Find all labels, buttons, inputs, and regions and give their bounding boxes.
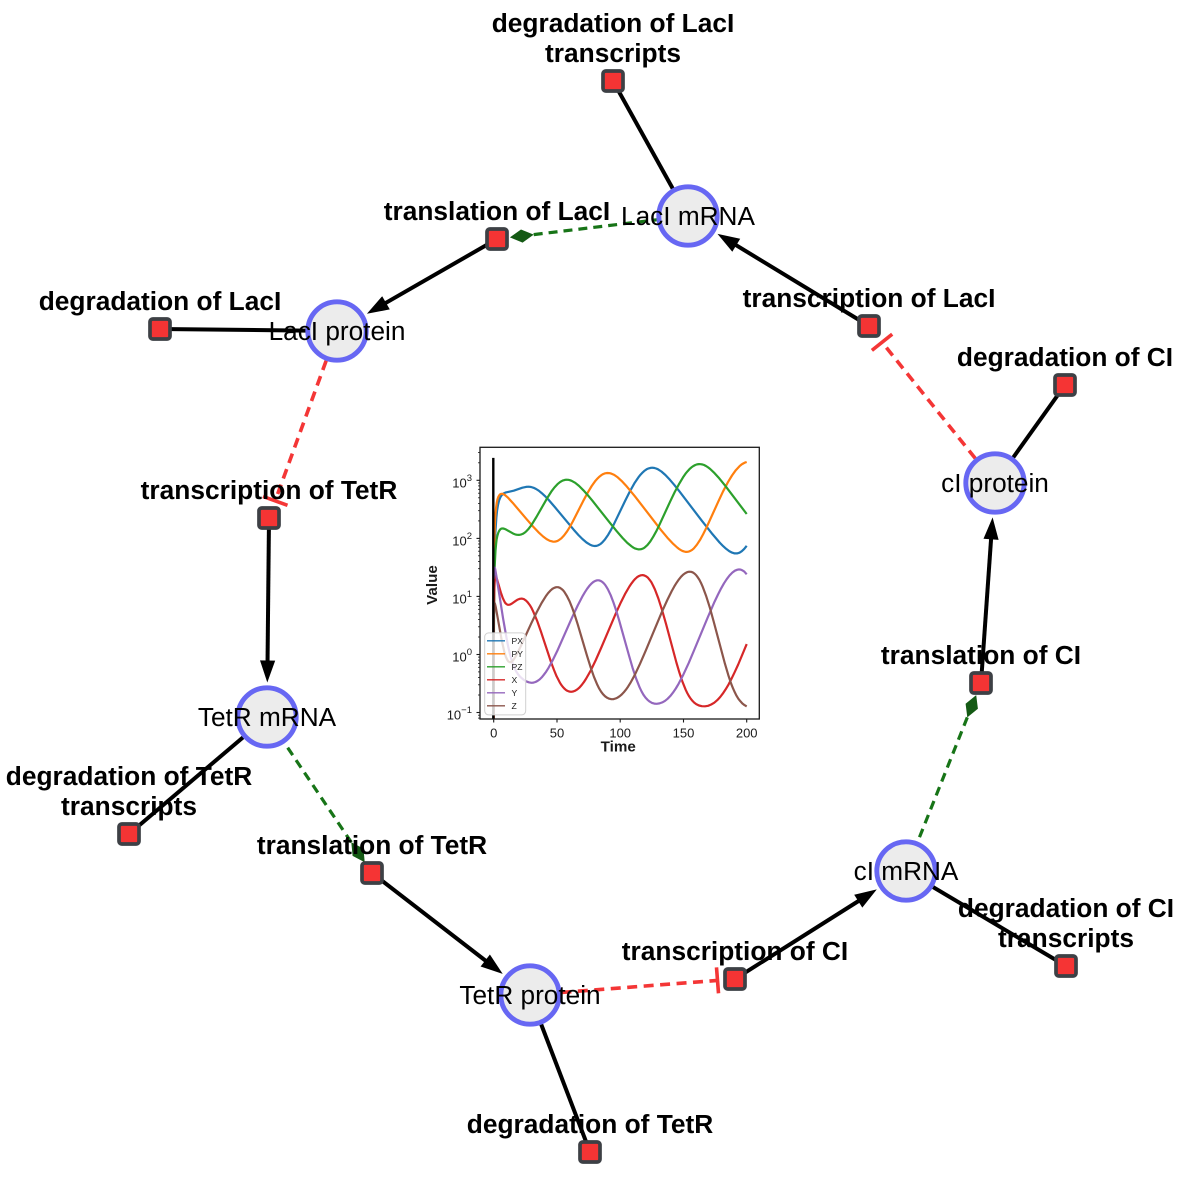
svg-text:PY: PY (512, 649, 524, 659)
svg-text:TetR mRNA: TetR mRNA (198, 702, 337, 732)
svg-text:translation of CI: translation of CI (881, 640, 1081, 670)
svg-text:Time: Time (601, 738, 636, 755)
svg-text:degradation of TetR: degradation of TetR (6, 761, 252, 791)
svg-text:degradation of CI: degradation of CI (958, 893, 1174, 923)
svg-text:translation of TetR: translation of TetR (257, 830, 487, 860)
svg-text:TetR protein: TetR protein (459, 980, 600, 1010)
svg-text:cI protein: cI protein (941, 468, 1049, 498)
svg-text:Z: Z (512, 701, 517, 711)
svg-text:LacI mRNA: LacI mRNA (621, 201, 755, 231)
svg-text:Value: Value (424, 565, 441, 605)
svg-text:transcripts: transcripts (61, 791, 197, 821)
svg-text:100: 100 (609, 725, 631, 740)
svg-text:degradation of CI: degradation of CI (957, 342, 1173, 372)
svg-text:transcription of CI: transcription of CI (622, 936, 848, 966)
svg-text:200: 200 (736, 725, 758, 740)
svg-text:X: X (512, 675, 518, 685)
svg-text:degradation of LacI: degradation of LacI (492, 8, 735, 38)
svg-text:50: 50 (550, 725, 564, 740)
svg-text:transcripts: transcripts (998, 923, 1134, 953)
svg-text:PX: PX (512, 636, 524, 646)
svg-text:cI mRNA: cI mRNA (854, 856, 959, 886)
svg-text:150: 150 (673, 725, 695, 740)
svg-text:0: 0 (490, 725, 497, 740)
svg-text:PZ: PZ (512, 662, 523, 672)
svg-text:degradation of LacI: degradation of LacI (39, 286, 282, 316)
svg-text:LacI protein: LacI protein (269, 316, 406, 346)
svg-text:Y: Y (512, 688, 518, 698)
svg-text:translation of LacI: translation of LacI (384, 196, 610, 226)
svg-text:transcription of TetR: transcription of TetR (141, 475, 398, 505)
svg-text:degradation of TetR: degradation of TetR (467, 1109, 713, 1139)
svg-text:transcription of LacI: transcription of LacI (743, 283, 996, 313)
svg-text:transcripts: transcripts (545, 38, 681, 68)
